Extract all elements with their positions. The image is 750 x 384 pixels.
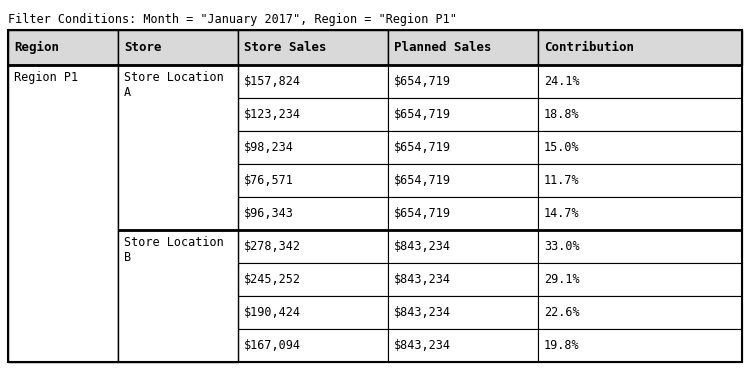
Text: Store Sales: Store Sales: [244, 41, 326, 54]
Text: 11.7%: 11.7%: [544, 174, 580, 187]
Text: Planned Sales: Planned Sales: [394, 41, 491, 54]
Text: $245,252: $245,252: [244, 273, 301, 286]
Bar: [388, 131, 538, 164]
Bar: [388, 230, 538, 263]
Bar: [118, 230, 238, 362]
Text: $167,094: $167,094: [244, 339, 301, 352]
Text: 24.1%: 24.1%: [544, 75, 580, 88]
Bar: [538, 164, 742, 197]
Bar: [8, 65, 118, 362]
Text: $123,234: $123,234: [244, 108, 301, 121]
Bar: [388, 164, 538, 197]
Bar: [538, 329, 742, 362]
Text: Store Location
B: Store Location B: [124, 236, 224, 264]
Text: Filter Conditions: Month = "January 2017", Region = "Region P1": Filter Conditions: Month = "January 2017…: [8, 13, 457, 26]
Bar: [238, 164, 388, 197]
Bar: [118, 30, 238, 65]
Bar: [8, 30, 742, 362]
Text: $190,424: $190,424: [244, 306, 301, 319]
Bar: [118, 65, 238, 230]
Text: $157,824: $157,824: [244, 75, 301, 88]
Text: 19.8%: 19.8%: [544, 339, 580, 352]
Text: $654,719: $654,719: [394, 108, 451, 121]
Bar: [238, 263, 388, 296]
Text: 22.6%: 22.6%: [544, 306, 580, 319]
Text: 15.0%: 15.0%: [544, 141, 580, 154]
Bar: [238, 197, 388, 230]
Bar: [388, 296, 538, 329]
Text: 33.0%: 33.0%: [544, 240, 580, 253]
Bar: [538, 197, 742, 230]
Bar: [538, 296, 742, 329]
Text: $278,342: $278,342: [244, 240, 301, 253]
Text: 29.1%: 29.1%: [544, 273, 580, 286]
Text: Store Location
A: Store Location A: [124, 71, 224, 99]
Text: $96,343: $96,343: [244, 207, 294, 220]
Text: $843,234: $843,234: [394, 306, 451, 319]
Bar: [238, 131, 388, 164]
Bar: [238, 329, 388, 362]
Bar: [538, 98, 742, 131]
Text: $76,571: $76,571: [244, 174, 294, 187]
Text: Region: Region: [14, 41, 59, 54]
Bar: [388, 329, 538, 362]
Bar: [538, 131, 742, 164]
Text: $654,719: $654,719: [394, 174, 451, 187]
Bar: [388, 197, 538, 230]
Bar: [238, 65, 388, 98]
Bar: [238, 98, 388, 131]
Bar: [388, 263, 538, 296]
Bar: [538, 30, 742, 65]
Bar: [238, 296, 388, 329]
Bar: [538, 65, 742, 98]
Bar: [388, 30, 538, 65]
Text: 14.7%: 14.7%: [544, 207, 580, 220]
Bar: [538, 230, 742, 263]
Text: Contribution: Contribution: [544, 41, 634, 54]
Bar: [8, 30, 118, 65]
Text: $843,234: $843,234: [394, 240, 451, 253]
Text: $654,719: $654,719: [394, 207, 451, 220]
Text: $654,719: $654,719: [394, 75, 451, 88]
Bar: [238, 30, 388, 65]
Text: $654,719: $654,719: [394, 141, 451, 154]
Bar: [538, 263, 742, 296]
Text: 18.8%: 18.8%: [544, 108, 580, 121]
Text: $843,234: $843,234: [394, 273, 451, 286]
Text: Region P1: Region P1: [14, 71, 78, 84]
Text: $843,234: $843,234: [394, 339, 451, 352]
Text: Store: Store: [124, 41, 161, 54]
Bar: [388, 65, 538, 98]
Text: $98,234: $98,234: [244, 141, 294, 154]
Bar: [388, 98, 538, 131]
Bar: [238, 230, 388, 263]
